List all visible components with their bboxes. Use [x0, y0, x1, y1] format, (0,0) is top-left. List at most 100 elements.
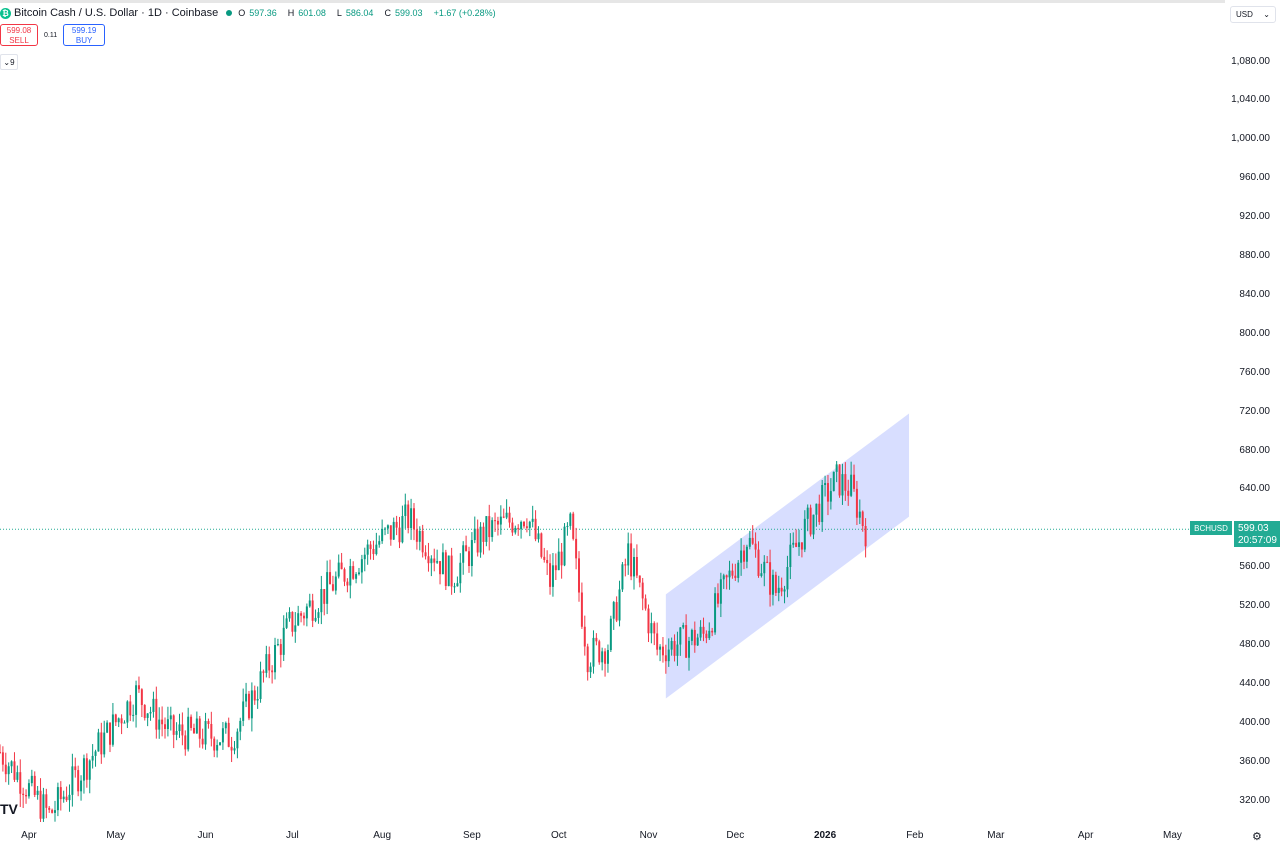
candle[interactable] — [357, 567, 360, 576]
candle[interactable] — [722, 573, 725, 589]
candle[interactable] — [4, 752, 7, 783]
candle[interactable] — [149, 706, 152, 721]
candle[interactable] — [192, 723, 195, 734]
candle[interactable] — [615, 596, 618, 623]
candle[interactable] — [103, 720, 106, 758]
candle[interactable] — [297, 605, 300, 627]
candle[interactable] — [688, 636, 691, 671]
candle[interactable] — [496, 516, 499, 536]
candle[interactable] — [751, 525, 754, 545]
candle[interactable] — [754, 532, 757, 558]
candle[interactable] — [82, 754, 85, 794]
candle[interactable] — [305, 603, 308, 627]
candle[interactable] — [708, 622, 711, 641]
candle[interactable] — [33, 771, 36, 798]
candle[interactable] — [27, 779, 30, 799]
candle[interactable] — [314, 609, 317, 623]
candle[interactable] — [439, 560, 442, 585]
candle[interactable] — [389, 525, 392, 546]
candle[interactable] — [606, 644, 609, 673]
candle[interactable] — [583, 615, 586, 656]
candle[interactable] — [253, 685, 256, 705]
candle[interactable] — [633, 548, 636, 590]
candle[interactable] — [311, 593, 314, 628]
candle[interactable] — [821, 480, 824, 532]
candle[interactable] — [436, 549, 439, 564]
candle[interactable] — [169, 706, 172, 731]
candle[interactable] — [227, 717, 230, 748]
candle[interactable] — [520, 520, 523, 539]
candle[interactable] — [551, 552, 554, 597]
candle[interactable] — [224, 721, 227, 734]
candle[interactable] — [549, 554, 552, 595]
candle[interactable] — [418, 526, 421, 551]
candle[interactable] — [792, 532, 795, 548]
candle[interactable] — [100, 722, 103, 764]
candle[interactable] — [250, 682, 253, 732]
candle[interactable] — [604, 648, 607, 677]
candle[interactable] — [106, 720, 109, 734]
candle[interactable] — [175, 722, 178, 741]
candle[interactable] — [783, 585, 786, 604]
candle[interactable] — [803, 510, 806, 553]
candle[interactable] — [525, 518, 528, 533]
candle[interactable] — [166, 706, 169, 737]
candle[interactable] — [91, 744, 94, 769]
candle[interactable] — [667, 638, 670, 667]
candle[interactable] — [114, 713, 117, 727]
sell-button[interactable]: 599.08 SELL — [0, 24, 38, 46]
candle[interactable] — [265, 645, 268, 678]
candle[interactable] — [465, 535, 468, 552]
candle[interactable] — [731, 563, 734, 579]
candle[interactable] — [743, 544, 746, 570]
candle[interactable] — [719, 572, 722, 618]
candle[interactable] — [673, 634, 676, 662]
candle[interactable] — [809, 504, 812, 537]
candle[interactable] — [853, 464, 856, 492]
candle[interactable] — [612, 600, 615, 630]
candle[interactable] — [656, 622, 659, 656]
candle[interactable] — [152, 691, 155, 718]
candle[interactable] — [48, 806, 51, 813]
candle[interactable] — [508, 506, 511, 528]
candle[interactable] — [618, 580, 621, 627]
candle[interactable] — [375, 532, 378, 556]
candle[interactable] — [421, 524, 424, 558]
candle[interactable] — [566, 522, 569, 536]
candle[interactable] — [494, 512, 497, 532]
candle[interactable] — [763, 555, 766, 587]
candle[interactable] — [10, 760, 13, 774]
candle[interactable] — [482, 522, 485, 555]
candle[interactable] — [181, 712, 184, 746]
candle[interactable] — [641, 577, 644, 611]
candle[interactable] — [546, 550, 549, 576]
candle[interactable] — [415, 518, 418, 550]
candle[interactable] — [638, 575, 641, 588]
candle[interactable] — [488, 504, 491, 551]
candle[interactable] — [514, 525, 517, 535]
candle[interactable] — [384, 527, 387, 536]
candle[interactable] — [190, 714, 193, 731]
candle[interactable] — [621, 561, 624, 592]
tradingview-logo[interactable]: TV — [0, 801, 18, 817]
symbol-title[interactable]: Bitcoin Cash / U.S. Dollar · 1D · Coinba… — [14, 7, 219, 19]
candle[interactable] — [609, 615, 612, 653]
candle[interactable] — [505, 499, 508, 520]
candle[interactable] — [213, 736, 216, 758]
candle[interactable] — [109, 722, 112, 753]
candle[interactable] — [815, 503, 818, 527]
candle[interactable] — [627, 532, 630, 575]
candle[interactable] — [184, 730, 187, 756]
candle[interactable] — [554, 553, 557, 581]
candle[interactable] — [30, 769, 33, 787]
candle[interactable] — [120, 714, 123, 735]
candle[interactable] — [282, 615, 285, 662]
candle[interactable] — [499, 505, 502, 535]
candle[interactable] — [447, 555, 450, 587]
candle[interactable] — [323, 588, 326, 616]
candle[interactable] — [543, 547, 546, 563]
candle[interactable] — [129, 694, 132, 722]
candle[interactable] — [326, 560, 329, 615]
candle[interactable] — [696, 633, 699, 647]
candle[interactable] — [363, 547, 366, 572]
